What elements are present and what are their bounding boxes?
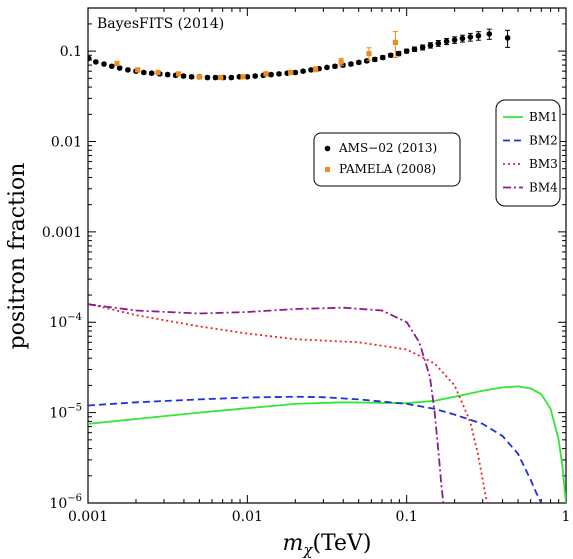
point-pamela <box>312 66 319 72</box>
point-ams02 <box>244 73 251 80</box>
point-ams02 <box>332 63 338 70</box>
point-pamela <box>135 67 141 73</box>
x-tick-label: 0.1 <box>396 509 418 525</box>
point-ams02 <box>276 71 282 77</box>
point-ams02 <box>348 61 354 67</box>
point-pamela <box>263 71 269 77</box>
curve-bm1 <box>88 385 566 503</box>
point-ams02 <box>467 34 474 40</box>
legend-marker-pamela <box>325 167 330 172</box>
point-ams02 <box>108 63 115 70</box>
point-ams02 <box>459 35 466 42</box>
point-pamela <box>392 39 399 45</box>
point-ams02 <box>308 67 314 73</box>
x-axis-label-symbol: m <box>282 531 303 556</box>
data-legend-box <box>313 132 461 187</box>
y-tick-label: 10−5 <box>49 403 82 422</box>
curve-legend: BM1 BM2 BM3 BM4 <box>495 99 561 207</box>
measured-points <box>88 28 511 81</box>
y-tick-label: 0.1 <box>60 44 82 60</box>
point-pamela <box>240 74 246 80</box>
point-ams02 <box>395 50 402 57</box>
curve-bm3 <box>88 302 489 503</box>
point-pamela <box>338 59 344 65</box>
x-axis-label-unit: (TeV) <box>312 531 371 556</box>
x-tick-label: 1 <box>562 509 571 525</box>
point-ams02 <box>411 46 418 53</box>
y-tick-label: 10−6 <box>49 493 82 512</box>
plot-frame <box>87 7 567 504</box>
point-ams02 <box>292 69 299 76</box>
data-legend: AMS−02 (2013) PAMELA (2008) <box>313 132 461 187</box>
point-ams02 <box>148 70 155 76</box>
point-ams02 <box>228 74 235 81</box>
data-legend-label: PAMELA (2008) <box>339 162 436 176</box>
point-ams02 <box>116 65 123 71</box>
point-ams02 <box>372 56 378 63</box>
axis-ticks <box>87 8 566 504</box>
curve-legend-label: BM3 <box>529 157 558 171</box>
point-ams02 <box>188 73 195 80</box>
point-pamela <box>196 74 202 80</box>
x-tick-label: 0.01 <box>232 509 263 525</box>
curve-legend-label: BM2 <box>529 134 558 148</box>
point-ams02 <box>403 48 410 54</box>
point-ams02 <box>387 52 394 59</box>
point-ams02 <box>204 74 211 81</box>
curve-legend-box <box>495 99 561 207</box>
x-axis-label-subscript: χ <box>302 541 313 559</box>
chart-annotation: BayesFITS (2014) <box>97 16 224 32</box>
point-ams02 <box>252 73 258 79</box>
point-ams02 <box>164 71 171 78</box>
point-ams02 <box>141 69 147 76</box>
y-tick-label: 0.01 <box>51 134 82 150</box>
point-ams02 <box>180 73 187 79</box>
point-ams02 <box>324 64 330 71</box>
x-axis-label: mχ(TeV) <box>282 531 371 559</box>
point-ams02 <box>212 74 219 81</box>
point-ams02 <box>125 67 131 73</box>
y-axis-label: positron fraction <box>5 163 30 350</box>
point-ams02 <box>451 37 458 43</box>
point-ams02 <box>379 54 386 61</box>
point-ams02 <box>88 55 92 62</box>
curve-legend-label: BM4 <box>529 181 558 195</box>
legend-marker-ams <box>324 145 331 152</box>
point-pamela <box>155 69 161 76</box>
point-ams02 <box>504 35 511 41</box>
curve-bm2 <box>88 395 543 503</box>
model-curves <box>88 302 566 503</box>
point-pamela <box>175 71 182 77</box>
y-tick-label: 0.001 <box>42 225 82 241</box>
point-ams02 <box>93 59 99 65</box>
point-ams02 <box>419 44 426 51</box>
point-pamela <box>218 74 224 81</box>
point-pamela <box>114 60 120 67</box>
point-ams02 <box>443 38 450 45</box>
point-ams02 <box>475 32 482 39</box>
curve-legend-label: BM1 <box>529 110 558 124</box>
data-legend-label: AMS−02 (2013) <box>338 141 437 155</box>
point-ams02 <box>268 71 274 78</box>
point-ams02 <box>356 59 362 66</box>
point-pamela <box>288 69 294 76</box>
curve-bm4 <box>88 303 445 503</box>
x-tick-label: 0.001 <box>68 509 108 525</box>
point-ams02 <box>363 58 370 64</box>
y-tick-label: 10−4 <box>49 312 82 331</box>
point-ams02 <box>486 31 493 37</box>
point-ams02 <box>427 42 434 49</box>
point-ams02 <box>101 61 107 67</box>
point-pamela <box>366 50 372 57</box>
axis-tick-labels: 0.001 0.01 0.1 1 0.1 0.01 0.001 10−4 10−5 10−6 <box>42 44 571 525</box>
point-ams02 <box>300 68 306 74</box>
point-ams02 <box>435 40 442 47</box>
